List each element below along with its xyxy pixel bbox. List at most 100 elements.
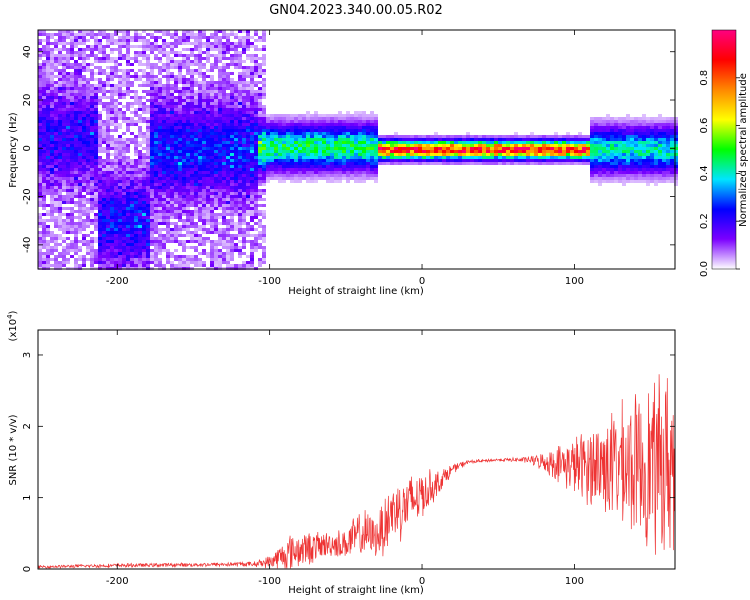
spectrogram-cell <box>134 189 138 192</box>
spectrogram-cell <box>162 186 166 189</box>
spectrogram-cell <box>178 156 182 159</box>
spectrogram-cell <box>342 117 346 120</box>
spectrogram-cell <box>230 183 234 186</box>
spectrogram-cell <box>74 237 78 240</box>
spectrogram-cell <box>110 99 114 102</box>
spectrogram-cell <box>250 177 254 180</box>
spectrogram-cell <box>42 189 46 192</box>
spectrogram-cell <box>186 216 190 219</box>
spectrogram-cell <box>102 225 106 228</box>
spectrogram-cell <box>166 240 170 243</box>
spectrogram-cell <box>318 147 322 150</box>
spectrogram-cell <box>470 147 474 150</box>
spectrogram-cell <box>206 186 210 189</box>
spectrogram-cell <box>250 84 254 87</box>
spectrogram-cell <box>382 144 386 147</box>
spectrogram-cell <box>354 168 358 171</box>
spectrogram-cell <box>166 63 170 66</box>
spectrogram-cell <box>154 210 158 213</box>
spectrogram-cell <box>262 78 266 81</box>
spectrogram-cell <box>314 138 318 141</box>
spectrogram-cell <box>210 81 214 84</box>
spectrogram-cell <box>54 93 58 96</box>
spectrogram-cell <box>294 114 298 117</box>
spectrogram-cell <box>58 234 62 237</box>
spectrogram-cell <box>162 249 166 252</box>
spectrogram-cell <box>302 129 306 132</box>
spectrogram-cell <box>446 138 450 141</box>
spectrogram-cell <box>238 141 242 144</box>
spectrogram-cell <box>394 153 398 156</box>
spectrogram-cell <box>342 147 346 150</box>
spectrogram-cell <box>226 213 230 216</box>
spectrogram-cell <box>150 198 154 201</box>
spectrogram-cell <box>210 162 214 165</box>
spectrogram-cell <box>38 54 42 57</box>
spectrogram-cell <box>198 120 202 123</box>
spectrogram-cell <box>206 108 210 111</box>
spectrogram-cell <box>194 126 198 129</box>
spectrogram-cell <box>110 102 114 105</box>
spectrogram-cell <box>122 222 126 225</box>
spectrogram-cell <box>322 123 326 126</box>
spectrogram-cell <box>342 135 346 138</box>
spectrogram-cell <box>78 123 82 126</box>
spectrogram-cell <box>346 168 350 171</box>
spectrogram-cell <box>218 177 222 180</box>
spectrogram-cell <box>58 150 62 153</box>
spectrogram-cell <box>210 225 214 228</box>
spectrogram-cell <box>194 228 198 231</box>
spectrogram-cell <box>274 141 278 144</box>
spectrogram-cell <box>310 156 314 159</box>
spectrogram-cell <box>222 66 226 69</box>
spectrogram-cell <box>286 141 290 144</box>
spectrogram-cell <box>406 147 410 150</box>
spectrogram-cell <box>202 180 206 183</box>
spectrogram-cell <box>166 225 170 228</box>
spectrogram-cell <box>62 240 66 243</box>
spectrogram-cell <box>94 78 98 81</box>
spectrogram-cell <box>42 135 46 138</box>
spectrogram-cell <box>210 252 214 255</box>
spectrogram-cell <box>126 126 130 129</box>
spectrogram-cell <box>78 213 82 216</box>
spectrogram-cell <box>46 228 50 231</box>
spectrogram-cell <box>310 114 314 117</box>
spectrogram-cell <box>254 228 258 231</box>
spectrogram-cell <box>102 132 106 135</box>
spectrogram-cell <box>138 255 142 258</box>
spectrogram-cell <box>98 246 102 249</box>
spectrogram-cell <box>122 213 126 216</box>
spectrogram-cell <box>494 162 498 165</box>
spectrogram-cell <box>158 189 162 192</box>
spectrogram-cell <box>38 30 42 33</box>
spectrogram-cell <box>162 96 166 99</box>
spectrogram-cell <box>214 201 218 204</box>
spectrogram-cell <box>50 180 54 183</box>
spectrogram-cell <box>318 114 322 117</box>
spectrogram-cell <box>134 252 138 255</box>
spectrogram-cell <box>70 174 74 177</box>
spectrogram-cell <box>442 159 446 162</box>
spectrogram-cell <box>178 231 182 234</box>
spectrogram-cell <box>362 135 366 138</box>
spectrogram-cell <box>346 147 350 150</box>
spectrogram-cell <box>246 198 250 201</box>
spectrogram-cell <box>238 150 242 153</box>
spectrogram-cell <box>190 111 194 114</box>
spectrogram-cell <box>238 57 242 60</box>
spectrogram-cell <box>38 33 42 36</box>
spectrogram-cell <box>422 144 426 147</box>
spectrogram-cell <box>46 33 50 36</box>
spectrogram-cell <box>146 108 150 111</box>
spectrogram-cell <box>226 129 230 132</box>
spectrogram-cell <box>246 183 250 186</box>
spectrogram-cell <box>406 156 410 159</box>
spectrogram-cell <box>126 45 130 48</box>
spectrogram-cell <box>138 156 142 159</box>
spectrogram-cell <box>198 87 202 90</box>
spectrogram-cell <box>190 216 194 219</box>
spectrogram-cell <box>110 141 114 144</box>
spectrogram-cell <box>510 156 514 159</box>
spectrogram-cell <box>174 75 178 78</box>
